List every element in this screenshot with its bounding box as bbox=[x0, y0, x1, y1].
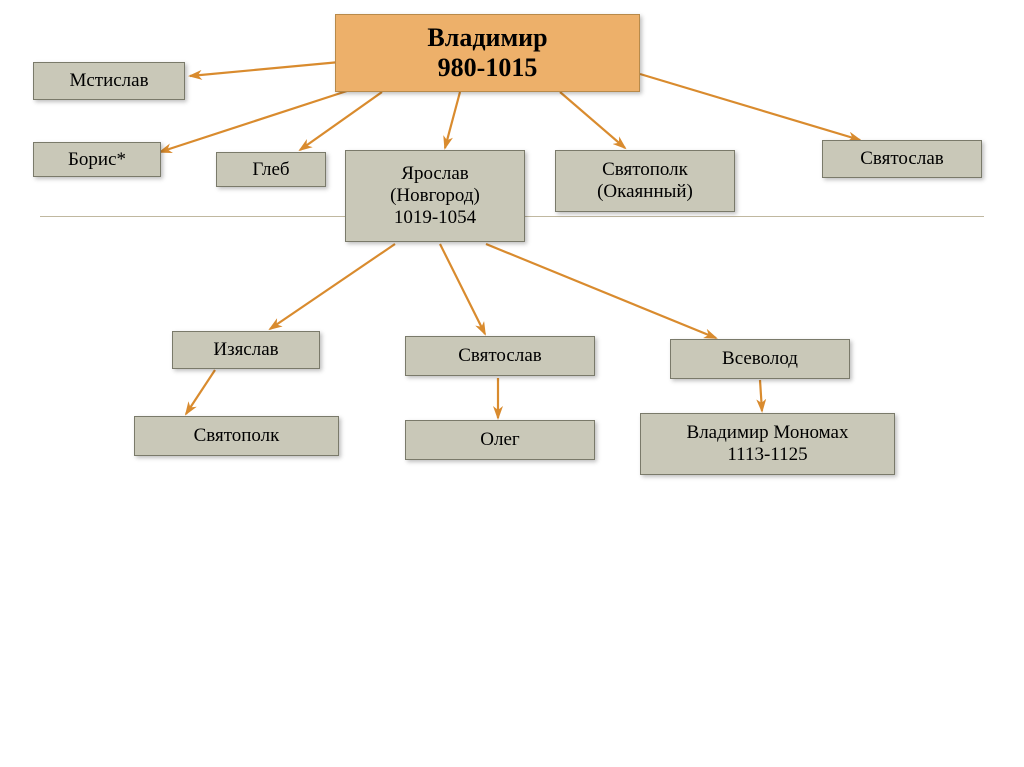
node-svyatopolk1-line: (Окаянный) bbox=[597, 181, 693, 203]
arrow-7 bbox=[440, 244, 485, 334]
node-yaroslav: Ярослав(Новгород)1019-1054 bbox=[345, 150, 525, 242]
node-gleb: Глеб bbox=[216, 152, 326, 187]
node-yaroslav-line: Ярослав bbox=[401, 163, 468, 185]
node-root-line: 980-1015 bbox=[438, 53, 538, 83]
arrow-2 bbox=[300, 92, 382, 150]
arrow-3 bbox=[445, 92, 460, 148]
arrow-0 bbox=[190, 62, 340, 76]
node-yaroslav-line: (Новгород) bbox=[390, 185, 480, 207]
node-monomakh-line: 1113-1125 bbox=[727, 444, 807, 466]
arrow-9 bbox=[186, 370, 215, 414]
arrow-5 bbox=[640, 74, 860, 140]
node-vsevolod: Всеволод bbox=[670, 339, 850, 379]
node-izyaslav: Изяслав bbox=[172, 331, 320, 369]
node-svyatoslav1: Святослав bbox=[822, 140, 982, 178]
node-svyatopolk1: Святополк(Окаянный) bbox=[555, 150, 735, 212]
node-svyatoslav2: Святослав bbox=[405, 336, 595, 376]
arrow-4 bbox=[560, 92, 625, 148]
node-oleg-line: Олег bbox=[480, 429, 519, 451]
node-svyatopolk1-line: Святополк bbox=[602, 159, 688, 181]
node-yaroslav-line: 1019-1054 bbox=[394, 207, 476, 229]
arrow-1 bbox=[160, 90, 350, 152]
node-gleb-line: Глеб bbox=[252, 159, 289, 181]
node-izyaslav-line: Изяслав bbox=[213, 339, 278, 361]
node-boris-line: Борис* bbox=[68, 149, 126, 171]
node-svyatopolk2: Святополк bbox=[134, 416, 339, 456]
node-root-line: Владимир bbox=[427, 23, 547, 53]
node-monomakh-line: Владимир Мономах bbox=[687, 422, 849, 444]
node-monomakh: Владимир Мономах1113-1125 bbox=[640, 413, 895, 475]
arrow-11 bbox=[760, 380, 762, 411]
node-root: Владимир980-1015 bbox=[335, 14, 640, 92]
node-mstislav: Мстислав bbox=[33, 62, 185, 100]
arrows-layer bbox=[0, 0, 1024, 767]
arrow-6 bbox=[270, 244, 395, 329]
arrow-8 bbox=[486, 244, 716, 338]
node-vsevolod-line: Всеволод bbox=[722, 348, 798, 370]
node-mstislav-line: Мстислав bbox=[69, 70, 148, 92]
node-boris: Борис* bbox=[33, 142, 161, 177]
node-svyatopolk2-line: Святополк bbox=[194, 425, 280, 447]
node-svyatoslav2-line: Святослав bbox=[458, 345, 541, 367]
node-oleg: Олег bbox=[405, 420, 595, 460]
node-svyatoslav1-line: Святослав bbox=[860, 148, 943, 170]
